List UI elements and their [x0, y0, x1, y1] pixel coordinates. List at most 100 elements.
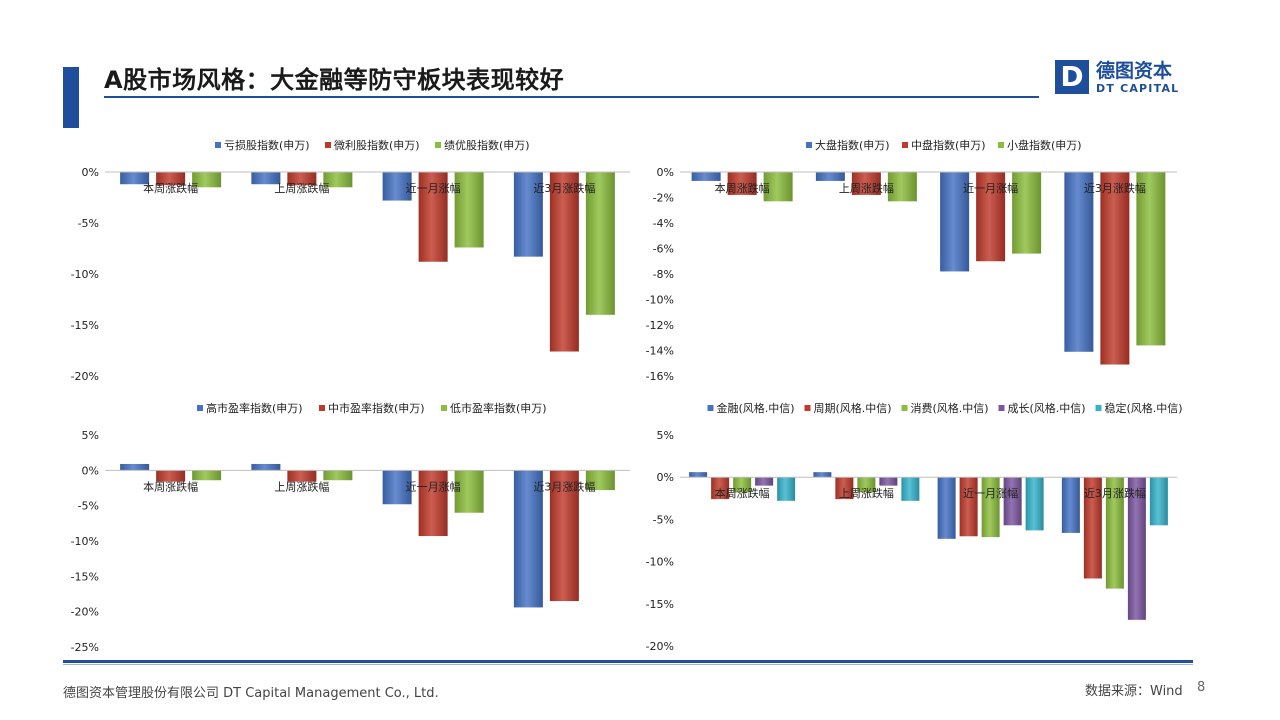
logo-english-name: DT CAPITAL: [1096, 82, 1180, 95]
bar: [733, 477, 752, 493]
legend-swatch: [707, 405, 714, 411]
page-title: A股市场风格：大金融等防守板块表现较好: [104, 66, 565, 94]
category-label: 近3月涨跌幅: [533, 479, 595, 493]
company-logo: D 德图资本 DT CAPITAL: [1055, 60, 1185, 100]
bar: [585, 470, 615, 491]
bar: [513, 470, 543, 608]
bar: [901, 477, 920, 501]
y-tick-label: 0%: [82, 166, 99, 179]
y-tick-label: -8%: [653, 268, 674, 281]
category-label: 本周涨跌幅: [715, 181, 770, 195]
legend-swatch: [806, 142, 812, 148]
bar: [1136, 172, 1166, 346]
bar: [156, 172, 186, 186]
legend-swatch: [197, 405, 203, 411]
y-tick-label: 0%: [82, 464, 99, 477]
footer-divider-thin: [63, 664, 1193, 665]
bar: [549, 470, 579, 602]
title-accent-bar: [63, 67, 79, 128]
bar: [763, 172, 793, 202]
y-tick-label: -20%: [646, 640, 674, 653]
category-label: 本周涨跌幅: [715, 486, 770, 500]
bar: [454, 470, 484, 513]
data-source: 数据来源：Wind: [1085, 684, 1183, 699]
y-tick-label: -15%: [71, 319, 99, 332]
legend-label: 低市盈率指数(申万): [450, 401, 547, 415]
chart-svg: 金融(风格.中信) 周期(风格.中信) 消费(风格.中信) 成长(风格.中信) 稳定(风…: [646, 401, 1183, 653]
legend-label: 绩优股指数(申万): [444, 138, 530, 152]
category-label: 近3月涨跌幅: [1084, 486, 1146, 500]
bar: [454, 172, 484, 248]
bar: [251, 463, 281, 471]
legend-swatch: [319, 405, 325, 411]
bar: [959, 477, 978, 537]
bar: [1003, 477, 1022, 526]
bar: [976, 172, 1006, 262]
bar: [382, 172, 412, 201]
chart-pe-ratio-indices: 高市盈率指数(申万) 中市盈率指数(申万) 低市盈率指数(申万) 5% 0% -5% -10…: [60, 395, 640, 657]
category-label: 本周涨跌幅: [143, 479, 198, 493]
y-tick-label: -15%: [646, 598, 674, 611]
bar: [287, 470, 317, 482]
legend-swatch: [998, 142, 1004, 148]
y-tick-label: 5%: [82, 429, 99, 442]
legend-label: 亏损股指数(申万): [224, 138, 310, 152]
bar: [192, 470, 222, 481]
bar: [851, 172, 881, 195]
bar: [691, 172, 721, 181]
bar: [1025, 477, 1044, 531]
legend-swatch: [215, 142, 221, 148]
y-tick-label: -12%: [646, 319, 674, 332]
logo-mark-icon: D: [1055, 60, 1089, 94]
category-label: 近一月涨幅: [406, 480, 461, 493]
legend-label: 稳定(风格.中信): [1105, 401, 1183, 415]
bar: [981, 477, 1000, 538]
y-tick-label: -20%: [71, 606, 99, 619]
chart-profitability-indices: 亏损股指数(申万) 微利股指数(申万) 绩优股指数(申万) 0% -5% -10% -15%…: [60, 130, 640, 385]
title-divider: [104, 96, 1039, 98]
y-tick-label: 5%: [657, 429, 674, 442]
bar: [1012, 172, 1042, 254]
y-tick-label: -10%: [646, 556, 674, 569]
bar: [1100, 172, 1130, 365]
legend-swatch: [901, 405, 908, 411]
bar: [879, 477, 898, 486]
bar: [513, 172, 543, 257]
y-tick-label: -10%: [646, 294, 674, 307]
category-label: 上周涨跌幅: [274, 181, 329, 195]
bar: [857, 477, 876, 493]
legend-label: 周期(风格.中信): [814, 401, 892, 415]
legend-swatch: [441, 405, 447, 411]
y-tick-label: -20%: [71, 370, 99, 383]
chart-citic-style-indices: 金融(风格.中信) 周期(风格.中信) 消费(风格.中信) 成长(风格.中信) 稳定(风…: [640, 395, 1200, 657]
y-tick-label: -5%: [78, 500, 99, 513]
bar: [727, 172, 757, 195]
y-tick-label: -10%: [71, 268, 99, 281]
bar: [711, 477, 730, 500]
y-tick-label: -15%: [71, 570, 99, 583]
legend-swatch: [1095, 405, 1102, 411]
bar: [287, 172, 317, 186]
bar: [835, 477, 854, 500]
bar: [813, 472, 832, 478]
bar: [1061, 477, 1080, 533]
y-tick-label: -10%: [71, 535, 99, 548]
legend-swatch: [325, 142, 331, 148]
category-label: 本周涨跌幅: [143, 181, 198, 195]
legend-label: 大盘指数(申万): [815, 138, 890, 152]
y-tick-label: -16%: [646, 370, 674, 383]
legend-label: 成长(风格.中信): [1008, 401, 1086, 415]
bar: [1083, 477, 1102, 579]
bar: [549, 172, 579, 352]
y-tick-label: 0%: [657, 471, 674, 484]
chart-market-cap-indices: 大盘指数(申万) 中盘指数(申万) 小盘指数(申万) 0% -2% -4% -6% -8% -1…: [640, 130, 1200, 385]
bar: [1149, 477, 1168, 526]
bar: [815, 172, 845, 181]
bar: [418, 172, 448, 262]
legend-label: 小盘指数(申万): [1007, 138, 1082, 152]
bar: [120, 172, 150, 185]
category-label: 近3月涨跌幅: [1084, 181, 1146, 195]
bar: [323, 172, 353, 188]
bar: [777, 477, 796, 501]
bar: [192, 172, 222, 188]
